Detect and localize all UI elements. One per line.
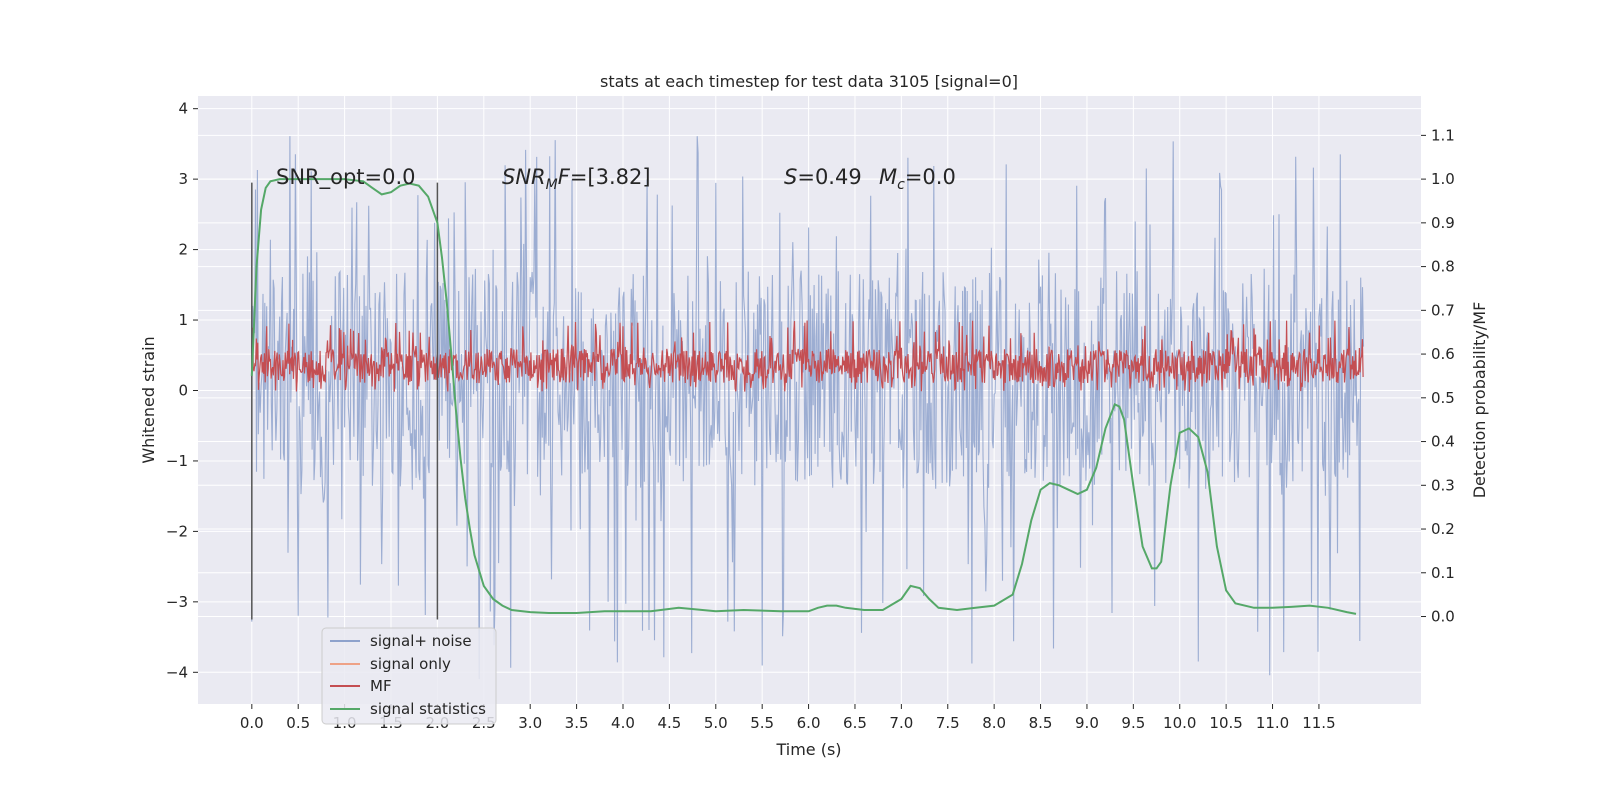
x-tick-label: 6.0	[797, 714, 821, 732]
y-tick-label-left: 0	[178, 381, 188, 399]
x-tick-label: 9.5	[1121, 714, 1145, 732]
y-tick-label-right: 0.5	[1431, 389, 1455, 407]
y-tick-label-right: 1.0	[1431, 170, 1455, 188]
y-tick-label-right: 0.7	[1431, 301, 1455, 319]
x-tick-label: 7.5	[936, 714, 960, 732]
right-y-axis-label: Detection probability/MF	[1470, 302, 1489, 499]
y-tick-label-left: 3	[178, 170, 188, 188]
annotation-snr-opt: SNR_opt=0.0	[276, 165, 416, 190]
x-tick-label: 11.5	[1302, 714, 1335, 732]
ticks: 0.00.51.01.52.02.53.03.54.04.55.05.56.06…	[166, 100, 1455, 732]
annotation-snr-mf-var: SNR	[502, 165, 546, 189]
annotation-snr-mf-sub: M	[546, 177, 558, 193]
vertical-markers	[251, 182, 439, 620]
annotation-mc-sub: c	[897, 177, 905, 193]
signal-statistics-layer	[250, 178, 1357, 615]
annotation-snr-mf-value: =[3.82]	[570, 165, 651, 189]
legend-label-mf: MF	[370, 677, 392, 695]
x-tick-label: 0.5	[286, 714, 310, 732]
annotations: SNR_opt=0.0 SNRMF=[3.82] S=0.49 Mc=0.0	[276, 165, 956, 193]
y-tick-label-right: 0.2	[1431, 520, 1455, 538]
y-tick-label-right: 1.1	[1431, 126, 1455, 144]
x-tick-label: 8.5	[1029, 714, 1053, 732]
x-tick-label: 6.5	[843, 714, 867, 732]
legend: signal+ noise signal only MF signal stat…	[321, 627, 497, 725]
y-axis-label: Whitened strain	[139, 336, 158, 463]
x-tick-label: 0.0	[240, 714, 264, 732]
x-tick-label: 11.0	[1256, 714, 1289, 732]
legend-box	[321, 627, 497, 725]
x-tick-label: 5.5	[750, 714, 774, 732]
y-tick-label-right: 0.8	[1431, 258, 1455, 276]
y-tick-label-right: 0.6	[1431, 345, 1455, 363]
x-tick-label: 10.0	[1163, 714, 1196, 732]
y-tick-label-left: −3	[166, 593, 188, 611]
x-tick-label: 9.0	[1075, 714, 1099, 732]
x-tick-label: 3.5	[565, 714, 589, 732]
legend-label-signal-statistics: signal statistics	[370, 700, 486, 718]
y-tick-label-left: −2	[166, 522, 188, 540]
annotation-mc-var: M	[879, 165, 897, 189]
x-tick-label: 10.5	[1209, 714, 1242, 732]
annotation-s-value: =0.49	[797, 165, 861, 189]
x-tick-label: 7.0	[889, 714, 913, 732]
annotation-snr-mf-var2: F	[558, 165, 571, 189]
x-tick-label: 4.5	[657, 714, 681, 732]
annotation-s-var: S	[784, 165, 797, 189]
legend-label-signal-noise: signal+ noise	[370, 632, 472, 650]
series-signal-statistics	[250, 178, 1357, 615]
y-tick-label-right: 0.9	[1431, 214, 1455, 232]
x-tick-label: 3.0	[518, 714, 542, 732]
y-tick-label-left: 1	[178, 311, 188, 329]
annotation-s: S=0.49	[784, 165, 862, 189]
annotation-mc-value: =0.0	[905, 165, 956, 189]
y-tick-label-right: 0.1	[1431, 564, 1455, 582]
x-tick-label: 8.0	[982, 714, 1006, 732]
y-tick-label-left: −4	[166, 663, 188, 681]
y-tick-label-right: 0.0	[1431, 608, 1455, 626]
y-tick-label-right: 0.3	[1431, 476, 1455, 494]
x-axis-label: Time (s)	[775, 740, 841, 759]
y-tick-label-left: 2	[178, 241, 188, 259]
legend-label-signal-only: signal only	[370, 655, 451, 673]
annotation-mc: Mc=0.0	[879, 165, 956, 193]
y-tick-label-right: 0.4	[1431, 433, 1455, 451]
y-tick-label-left: 4	[178, 100, 188, 118]
annotation-snr-mf: SNRMF=[3.82]	[502, 165, 651, 193]
chart-title: stats at each timestep for test data 310…	[600, 72, 1018, 91]
y-tick-label-left: −1	[166, 452, 188, 470]
x-tick-label: 4.0	[611, 714, 635, 732]
x-tick-label: 5.0	[704, 714, 728, 732]
